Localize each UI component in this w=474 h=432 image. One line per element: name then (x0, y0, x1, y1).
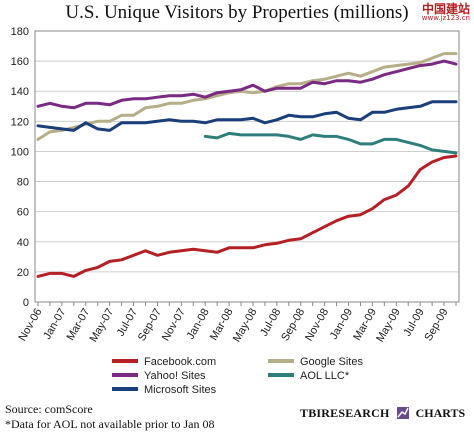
y-tick-label: 100 (11, 146, 29, 158)
series-line-facebook-com (36, 154, 458, 278)
series-line-aol-llc (203, 131, 458, 155)
watermark-url: www.jz123.cn (421, 14, 470, 22)
source-line: Source: comScore (5, 402, 93, 416)
series-line-google-sites (36, 52, 458, 141)
x-tick-label: Nov-08 (303, 307, 331, 344)
legend-label-yahoo-sites: Yahoo! Sites (144, 370, 206, 382)
y-tick-label: 140 (11, 86, 29, 98)
series-line-yahoo-sites (36, 59, 458, 110)
source-note: Source: comScore *Data for AOL not avail… (5, 402, 215, 432)
x-tick-label: Nov-06 (16, 307, 44, 344)
x-tick-label: May-08 (231, 307, 260, 345)
y-tick-label: 160 (11, 56, 29, 68)
chart-logo-icon (396, 407, 409, 419)
y-tick-label: 60 (17, 207, 29, 219)
legend-label-google-sites: Google Sites (300, 356, 363, 368)
logo-left-text: TBIRESEARCH (300, 406, 390, 420)
tbi-logo: TBIRESEARCH CHARTS (300, 406, 465, 421)
y-tick-label: 180 (11, 26, 29, 38)
watermark: 中国建站 www.jz123.cn (422, 3, 470, 22)
legend: Facebook.com Google Sites Yahoo! Sites AOL … (112, 356, 363, 396)
x-tick-label: May-09 (374, 307, 403, 345)
x-tick-label: Sep-09 (423, 307, 451, 344)
legend-label-facebook-com: Facebook.com (144, 356, 216, 368)
x-tick-label: Jul-08 (258, 307, 283, 339)
y-tick-label: 0 (23, 297, 29, 309)
chart-title: U.S. Unique Visitors by Properties (mill… (65, 2, 409, 23)
x-tick-label: Nov-07 (160, 307, 188, 344)
logo-right-text: CHARTS (415, 406, 466, 420)
x-tick-label: Jul-07 (115, 307, 140, 339)
series-line-microsoft-sites (36, 100, 458, 132)
aol-footnote: *Data for AOL not available prior to Jan… (5, 417, 215, 431)
watermark-text: 中国建站 (421, 2, 470, 16)
legend-label-microsoft-sites: Microsoft Sites (144, 384, 217, 396)
y-tick-label: 20 (17, 267, 29, 279)
x-tick-label: May-07 (88, 307, 117, 345)
legend-label-aol-llc: AOL LLC* (300, 370, 350, 382)
y-tick-label: 40 (17, 237, 29, 249)
x-tick-label: Jul-09 (401, 307, 426, 339)
y-tick-label: 120 (11, 116, 29, 128)
y-tick-label: 80 (17, 177, 29, 189)
plot-frame (34, 30, 460, 303)
series-lines (36, 52, 458, 278)
